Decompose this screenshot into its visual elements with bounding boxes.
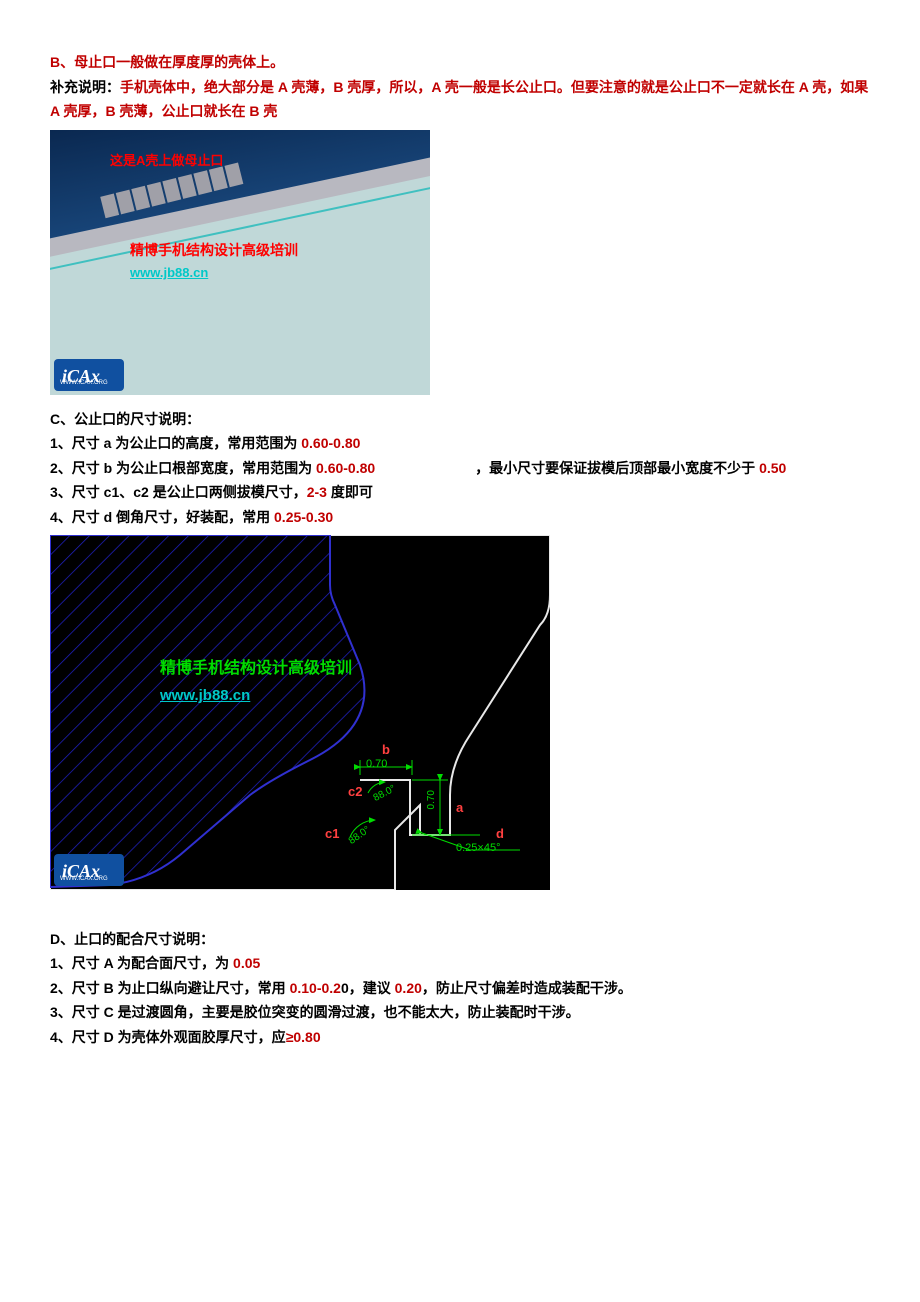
sec-c-l2a: 2、尺寸 b 为公止口根部宽度，常用范围为 0.60-0.80 (50, 456, 375, 481)
icax-logo-2: iCAx WWW.ICAX.ORG (54, 854, 124, 886)
dim-d-val: 0.25×45° (456, 839, 500, 858)
sec-c-l3: 3、尺寸 c1、c2 是公止口两侧拔模尺寸，2-3 度即可 (50, 480, 870, 505)
dim-c1: c1 (325, 823, 339, 846)
figure-dimensions: 精博手机结构设计高级培训 www.jb88.cn b 0.70 c2 88.0°… (50, 535, 870, 890)
dim-b-val: 0.70 (366, 755, 387, 774)
fig1-callout: 这是A壳上做母止口 (110, 150, 223, 173)
figure-a-shell: 这是A壳上做母止口 精博手机结构设计高级培训 www.jb88.cn iCAx … (50, 130, 870, 395)
sec-c-l1: 1、尺寸 a 为公止口的高度，常用范围为 0.60-0.80 (50, 431, 870, 456)
sec-d-l3: 3、尺寸 C 是过渡圆角，主要是胶位突变的圆滑过渡，也不能太大，防止装配时干涉。 (50, 1000, 870, 1025)
dim-a: a (456, 797, 463, 820)
sec-b-line2: 补充说明：手机壳体中，绝大部分是 A 壳薄，B 壳厚，所以，A 壳一般是长公止口… (50, 75, 870, 124)
sec-b-line1: B、母止口一般做在厚度厚的壳体上。 (50, 50, 870, 75)
dim-a-val: 0.70 (423, 790, 441, 809)
sec-d-l2: 2、尺寸 B 为止口纵向避让尺寸，常用 0.10-0.20，建议 0.20，防止… (50, 976, 870, 1001)
fig2-brand: 精博手机结构设计高级培训 www.jb88.cn (160, 655, 352, 709)
sec-d-title: D、止口的配合尺寸说明： (50, 927, 870, 952)
sec-d-l1: 1、尺寸 A 为配合面尺寸，为 0.05 (50, 951, 870, 976)
dim-c2: c2 (348, 781, 362, 804)
sec-c-l4: 4、尺寸 d 倒角尺寸，好装配，常用 0.25-0.30 (50, 505, 870, 530)
icax-logo: iCAx WWW.ICAX.ORG (54, 359, 124, 391)
sec-c-title: C、公止口的尺寸说明： (50, 407, 870, 432)
sec-d-l4: 4、尺寸 D 为壳体外观面胶厚尺寸，应≥0.80 (50, 1025, 870, 1050)
sec-c-l2b: ，最小尺寸要保证拔模后顶部最小宽度不少于 0.50 (475, 456, 786, 481)
fig1-brand: 精博手机结构设计高级培训 www.jb88.cn (130, 238, 298, 285)
